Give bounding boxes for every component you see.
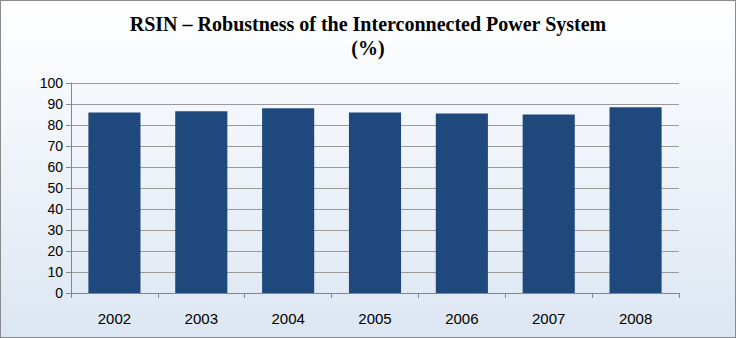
svg-text:0: 0	[55, 285, 63, 301]
svg-text:2003: 2003	[185, 310, 218, 327]
svg-text:40: 40	[47, 201, 63, 217]
svg-text:2007: 2007	[532, 310, 565, 327]
svg-text:20: 20	[47, 243, 63, 259]
svg-text:50: 50	[47, 180, 63, 196]
svg-text:2006: 2006	[445, 310, 478, 327]
svg-text:2005: 2005	[358, 310, 391, 327]
svg-text:(%): (%)	[351, 37, 384, 60]
svg-text:RSIN – Robustness of the Inter: RSIN – Robustness of the Interconnected …	[130, 13, 607, 36]
svg-text:80: 80	[47, 117, 63, 133]
svg-text:30: 30	[47, 222, 63, 238]
svg-text:70: 70	[47, 138, 63, 154]
svg-text:2002: 2002	[98, 310, 131, 327]
svg-text:90: 90	[47, 96, 63, 112]
svg-text:10: 10	[47, 264, 63, 280]
svg-text:60: 60	[47, 159, 63, 175]
svg-text:2004: 2004	[271, 310, 304, 327]
svg-text:100: 100	[40, 75, 64, 91]
svg-text:2008: 2008	[619, 310, 652, 327]
